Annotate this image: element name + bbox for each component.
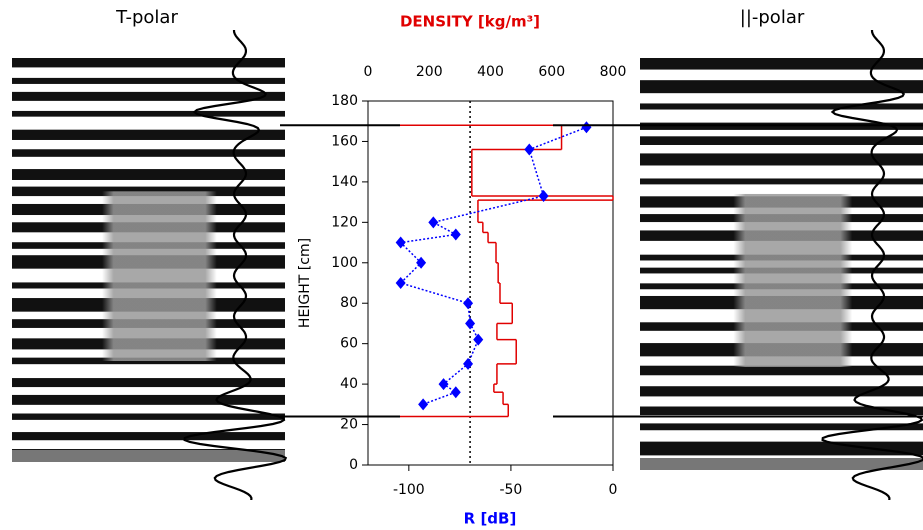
reflection-point (524, 143, 535, 156)
y-tick-label: 20 (340, 417, 358, 433)
y-tick-label: 180 (331, 93, 358, 109)
radar-stripe (12, 378, 285, 388)
radar-base (12, 450, 285, 462)
reflection-point (463, 357, 474, 370)
x-tick-label: -100 (393, 482, 425, 498)
x2-axis-title: DENSITY [kg/m³] (400, 13, 540, 31)
y-tick-label: 40 (340, 376, 358, 392)
radar-stripe (12, 394, 285, 405)
y-tick-label: 0 (349, 457, 358, 473)
radar-stripe (640, 423, 923, 431)
reflection-point (428, 216, 439, 229)
y-tick-label: 60 (340, 336, 358, 352)
radar-stripe (12, 169, 285, 180)
radar-stripe (12, 432, 285, 441)
reflection-point (438, 378, 449, 391)
y-tick-label: 100 (331, 255, 358, 271)
x-axis-title: R [dB] (464, 510, 517, 528)
radar-stripe (12, 91, 285, 101)
radar-stripe (640, 406, 923, 416)
reflection-point (538, 190, 549, 203)
reflection-point (473, 333, 484, 346)
radar-stripe (12, 413, 285, 420)
radar-stripe (640, 386, 923, 397)
waveform (821, 29, 923, 501)
x2-tick-label: 400 (477, 64, 504, 80)
radar-stripe (12, 110, 285, 117)
radargram-left (12, 29, 288, 501)
radar-stripe (640, 58, 923, 70)
radar-stripe (640, 153, 923, 166)
y-axis-title: HEIGHT [cm] (297, 238, 313, 328)
reflection-point (395, 236, 406, 249)
radar-block (733, 193, 853, 367)
x2-tick-label: 600 (538, 64, 565, 80)
y-tick-label: 140 (331, 174, 358, 190)
reflection-point (416, 256, 427, 269)
waveform (183, 29, 288, 501)
radargram-right (640, 29, 923, 501)
radar-base (640, 458, 923, 470)
reflection-line (399, 126, 587, 406)
plot-frame (367, 100, 614, 466)
x-tick-label: -50 (499, 482, 522, 498)
x-tick-label: 0 (609, 482, 618, 498)
reflection-point (463, 297, 474, 310)
reflection-point (418, 398, 429, 411)
reflection-point (450, 228, 461, 241)
radar-stripe (12, 129, 285, 140)
radar-stripe (12, 149, 285, 157)
radar-stripe (640, 136, 923, 145)
radar-stripe (12, 58, 285, 68)
y-tick-label: 80 (340, 295, 358, 311)
radar-stripe (640, 80, 923, 94)
x2-tick-label: 200 (416, 64, 443, 80)
y-tick-label: 160 (331, 133, 358, 149)
plot: 0 20 40 60 80 100 120 140 160 180 -100 -50 0 0 200 400 6… (331, 64, 626, 498)
panel-title: T-polar (115, 7, 178, 28)
radar-block (102, 191, 217, 361)
radar-stripe (12, 77, 285, 84)
reflection-point (465, 317, 476, 330)
y-tick-label: 120 (331, 214, 358, 230)
x2-tick-label: 0 (364, 64, 373, 80)
x2-tick-label: 800 (600, 64, 627, 80)
panel-title: ||-polar (740, 7, 805, 28)
radar-stripe (640, 178, 923, 185)
radar-stripe (640, 365, 923, 376)
radar-stripe (640, 103, 923, 110)
reflection-point (450, 386, 461, 399)
reflection-point (395, 277, 406, 289)
reflection-point (581, 121, 592, 134)
